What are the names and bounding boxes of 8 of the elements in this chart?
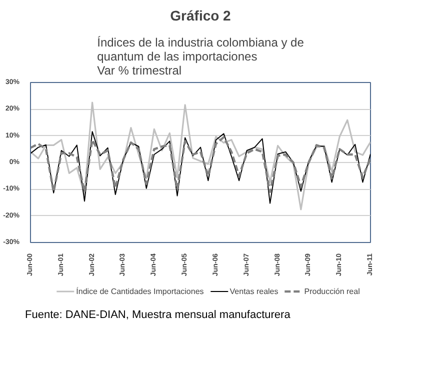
line-series <box>30 136 370 193</box>
line-series <box>30 102 370 210</box>
legend-label: Índice de Cantidades Importaciones <box>76 286 204 296</box>
chart-title: Gráfico 2 <box>170 8 232 24</box>
legend-label: Ventas reales <box>230 286 278 296</box>
legend-label: Producción real <box>304 286 360 296</box>
source-note: Fuente: DANE-DIAN, Muestra mensual manufacturera <box>25 308 290 323</box>
chart-subtitle: Índices de la industria colombiana y de quantum de las importaciones Var % trimestral <box>97 36 304 78</box>
